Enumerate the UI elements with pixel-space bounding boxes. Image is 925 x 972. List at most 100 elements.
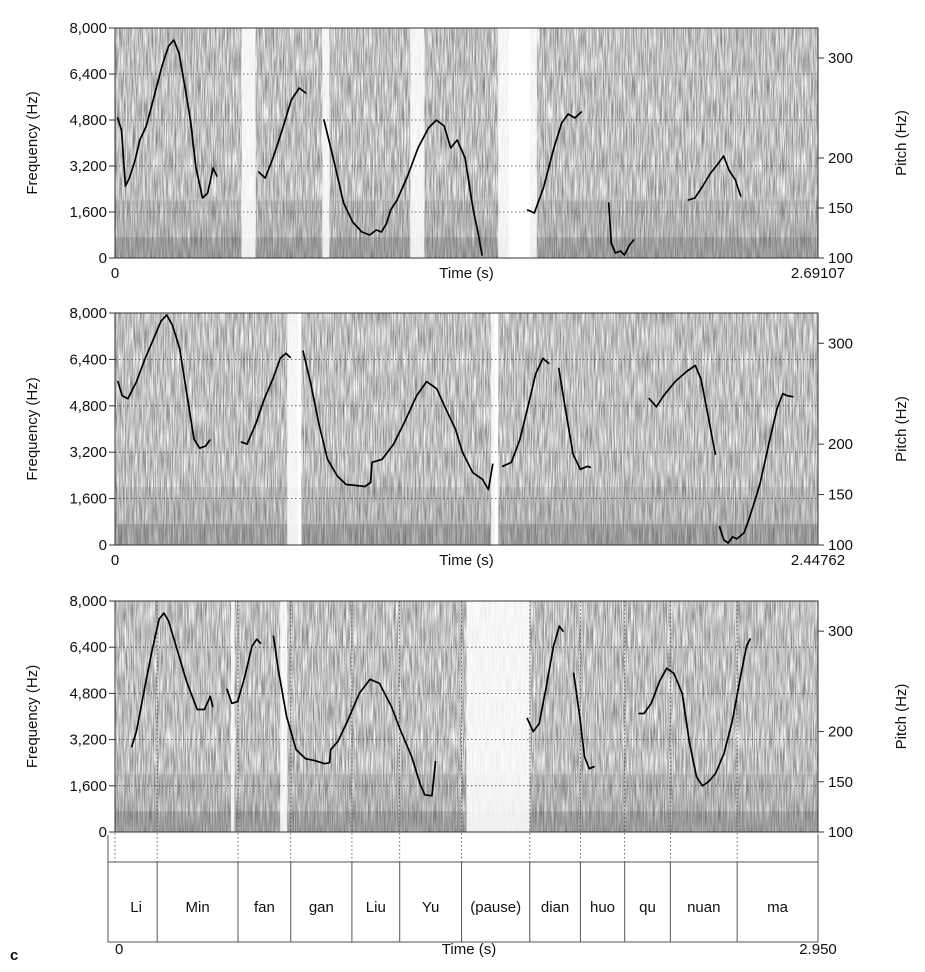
- syllable-label: Liu: [366, 899, 386, 916]
- x-axis-label: Time (s): [439, 552, 493, 569]
- syllable-label: nuan: [687, 899, 720, 916]
- y-tick-label: 8,000: [69, 305, 107, 322]
- pitch-contour-segment: [638, 638, 751, 787]
- y-tick-label: 4,800: [69, 398, 107, 415]
- pitch-contour-segment: [117, 314, 211, 450]
- segmentation-tier: Li Min fan gan Liu Yu (pause) dian huo qu nuan ma: [107, 835, 819, 943]
- silence-region: [280, 601, 288, 832]
- spectrogram-texture: [115, 313, 818, 545]
- pitch-contour-segment: [116, 39, 218, 199]
- pitch-contour-segment: [323, 119, 483, 256]
- syllable-label: Yu: [422, 899, 440, 916]
- x-end-label: 2.44762: [791, 552, 845, 569]
- pitch-contour-segment: [501, 357, 550, 468]
- y-tick-label: 0: [99, 824, 107, 841]
- y2-tick-label: 300: [828, 50, 853, 67]
- formant-band: [115, 487, 818, 525]
- silence-region: [287, 313, 302, 545]
- low-frequency-band: [115, 237, 818, 258]
- spectrogram-texture: [115, 28, 818, 258]
- pitch-contour-segment: [130, 612, 214, 748]
- y-tick-label: 4,800: [69, 685, 107, 702]
- silence-region: [410, 28, 425, 258]
- y-tick-label: 0: [99, 537, 107, 554]
- low-frequency-band: [115, 524, 818, 545]
- y2-tick-label: 150: [828, 774, 853, 791]
- y-tick-label: 1,600: [69, 778, 107, 795]
- y-axis-label: Frequency (Hz): [24, 665, 41, 768]
- syllable-label: fan: [254, 899, 275, 916]
- y2-tick-label: 300: [828, 335, 853, 352]
- pitch-contour-segment: [718, 392, 794, 544]
- y-axis-label: Frequency (Hz): [24, 377, 41, 480]
- pitch-contour-segment: [572, 672, 595, 770]
- pitch-contour-segment: [302, 350, 494, 491]
- y-tick-label: 1,600: [69, 491, 107, 508]
- plot-frame: [114, 600, 819, 833]
- y-tick-label: 8,000: [69, 593, 107, 610]
- y-axis-label: Frequency (Hz): [24, 91, 41, 194]
- y2-axis-label: Pitch (Hz): [893, 110, 910, 176]
- y2-tick-label: 200: [828, 150, 853, 167]
- pitch-contour-segment: [272, 635, 437, 797]
- spectrogram-panel-1: 0 1,600 3,200 4,800 6,400 8,000 100 150 200 300 Fr…: [24, 20, 910, 282]
- y-tick-label: 6,400: [69, 66, 107, 83]
- y2-tick-label: 200: [828, 724, 853, 741]
- panel-label: c: [10, 947, 18, 964]
- y-tick-label: 3,200: [69, 444, 107, 461]
- silence-region: [322, 28, 330, 258]
- y2-axis-label: Pitch (Hz): [893, 684, 910, 750]
- silence-region: [519, 28, 523, 258]
- y-tick-label: 6,400: [69, 351, 107, 368]
- formant-band: [115, 200, 818, 238]
- syllable-label: ma: [767, 899, 788, 916]
- spectrogram-panel-3: 0 1,600 3,200 4,800 6,400 8,000 100 150 200 300 Fr…: [24, 593, 910, 862]
- y-tick-label: 4,800: [69, 112, 107, 129]
- plot-frame: [114, 312, 819, 546]
- syllable-label: Min: [186, 899, 210, 916]
- y2-tick-label: 200: [828, 436, 853, 453]
- y2-tick-label: 150: [828, 487, 853, 504]
- pitch-contour-segment: [607, 202, 635, 256]
- syllable-label: (pause): [470, 899, 521, 916]
- silence-region: [491, 313, 499, 545]
- y-tick-label: 8,000: [69, 20, 107, 37]
- pitch-contour-segment: [687, 155, 742, 201]
- pitch-contour-segment: [257, 87, 307, 179]
- silence-region: [230, 601, 235, 832]
- silence-region: [466, 601, 530, 832]
- silence-region: [522, 28, 530, 258]
- syllable-label: Li: [130, 899, 142, 916]
- y2-tick-label: 100: [828, 250, 853, 267]
- segmentation-x-start-label: 0: [115, 941, 123, 958]
- segmentation-x-end-label: 2.950: [799, 941, 837, 958]
- y-tick-label: 1,600: [69, 204, 107, 221]
- silence-region: [241, 28, 256, 258]
- syllable-label: dian: [541, 899, 569, 916]
- y2-tick-label: 300: [828, 623, 853, 640]
- pitch-contour-segment: [526, 625, 564, 733]
- syllable-label: gan: [309, 899, 334, 916]
- pitch-contour-segment: [648, 364, 717, 456]
- syllable-label: huo: [590, 899, 615, 916]
- syllable-label: qu: [639, 899, 656, 916]
- y2-axis-label: Pitch (Hz): [893, 396, 910, 462]
- y-tick-label: 0: [99, 250, 107, 267]
- pitch-contour-segment: [557, 367, 592, 471]
- spectrogram-panel-2: 0 1,600 3,200 4,800 6,400 8,000 100 150 200 300 Fr…: [24, 305, 910, 569]
- y2-tick-label: 100: [828, 537, 853, 554]
- x-end-label: 2.69107: [791, 265, 845, 282]
- y-tick-label: 3,200: [69, 732, 107, 749]
- pitch-contour-segment: [526, 111, 583, 214]
- y-tick-label: 3,200: [69, 158, 107, 175]
- y2-tick-label: 150: [828, 200, 853, 217]
- y2-tick-label: 100: [828, 824, 853, 841]
- x-axis-label: Time (s): [439, 265, 493, 282]
- x-start-label: 0: [111, 265, 119, 282]
- x-start-label: 0: [111, 552, 119, 569]
- y-tick-label: 6,400: [69, 639, 107, 656]
- pitch-contour-segment: [226, 638, 262, 705]
- segmentation-x-axis-label: Time (s): [442, 941, 496, 958]
